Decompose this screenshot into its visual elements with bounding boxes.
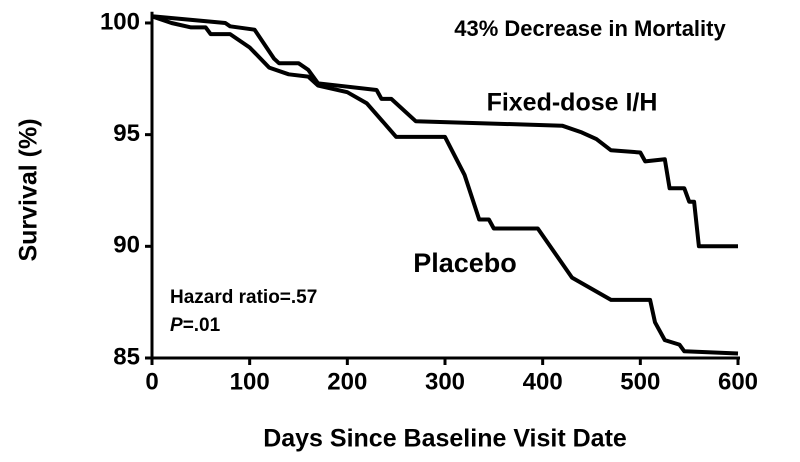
series-label: Fixed-dose I/H bbox=[487, 89, 658, 117]
x-tick-label: 100 bbox=[230, 368, 270, 395]
y-tick-label: 100 bbox=[100, 8, 140, 35]
x-tick-label: 500 bbox=[620, 368, 660, 395]
y-tick-label: 95 bbox=[113, 120, 140, 147]
x-tick-label: 200 bbox=[327, 368, 367, 395]
chart-title: 43% Decrease in Mortality bbox=[454, 16, 726, 41]
y-axis-label: Survival (%) bbox=[15, 118, 43, 261]
x-axis-label: Days Since Baseline Visit Date bbox=[263, 425, 627, 453]
x-tick-label: 0 bbox=[145, 368, 158, 395]
y-tick-label: 90 bbox=[113, 232, 140, 259]
p-value: P=.01 bbox=[170, 315, 221, 336]
p-symbol: P bbox=[170, 315, 183, 336]
survival-line bbox=[151, 14, 738, 249]
series-label: Placebo bbox=[413, 248, 517, 278]
x-tick-label: 600 bbox=[718, 368, 758, 395]
hazard-ratio: Hazard ratio=.57 bbox=[170, 287, 317, 308]
p-value-text: =.01 bbox=[183, 315, 221, 336]
y-tick-label: 85 bbox=[113, 343, 140, 370]
x-tick-label: 400 bbox=[523, 368, 563, 395]
survival-line bbox=[151, 14, 739, 356]
x-tick-label: 300 bbox=[425, 368, 465, 395]
